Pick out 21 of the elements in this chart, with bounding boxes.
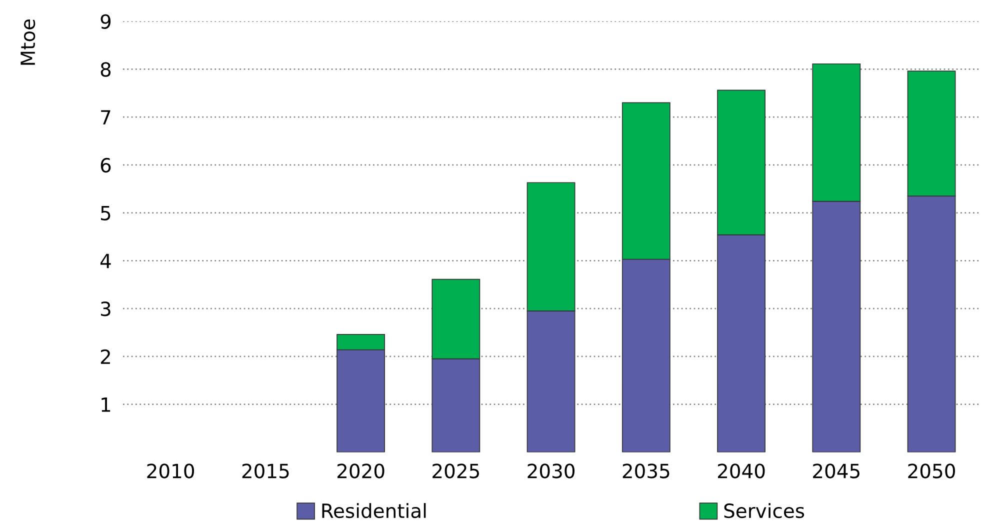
legend-label: Residential (322, 503, 426, 518)
x-tick-label: 2035 (622, 464, 670, 478)
legend-label: Services (724, 503, 804, 518)
y-tick-label: 9 (100, 14, 111, 29)
x-tick-label: 2015 (242, 464, 289, 478)
y-tick-label: 8 (100, 62, 111, 77)
y-tick-label: 3 (101, 302, 110, 316)
y-axis-title: Mtoe (20, 19, 36, 65)
y-tick-label: 4 (100, 254, 111, 268)
y-tick-label: 2 (100, 349, 110, 364)
x-tick-label: 2050 (908, 464, 955, 478)
y-tick-label: 7 (101, 110, 110, 124)
x-tick-label: 2020 (337, 464, 384, 478)
x-tick-label: 2040 (718, 464, 765, 478)
x-tick-label: 2010 (147, 464, 194, 478)
x-tick-label: 2045 (813, 464, 860, 478)
y-tick-label: 6 (100, 158, 111, 173)
y-tick-label: 5 (101, 206, 110, 220)
y-tick-label: 1 (102, 398, 110, 412)
x-tick-label: 2025 (432, 464, 479, 478)
x-tick-label: 2030 (528, 464, 574, 478)
